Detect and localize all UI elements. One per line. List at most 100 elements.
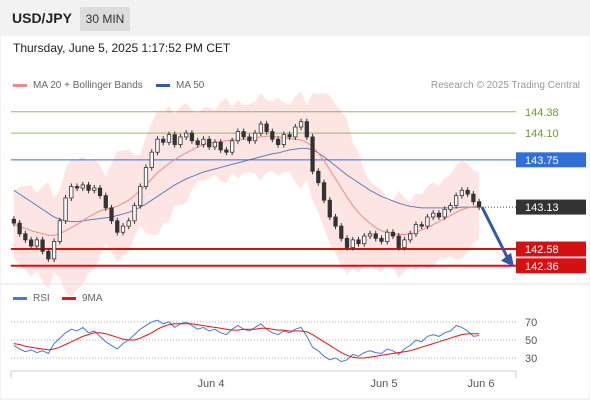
candle-body — [373, 233, 378, 239]
level-tag-142.36 — [516, 258, 586, 274]
candle-body — [155, 138, 160, 153]
candle-body — [103, 195, 108, 209]
candle-body — [86, 184, 91, 191]
candle-body — [419, 224, 424, 227]
rsi-9ma-line — [13, 323, 480, 359]
copyright-text: Research © 2025 Trading Central — [430, 80, 580, 91]
legend-ma20: MA 20 + Bollinger Bands — [13, 80, 143, 91]
candle-body — [471, 193, 476, 203]
legend-rsi-label: RSI — [33, 293, 50, 304]
rsi-tick-label: 70 — [525, 317, 537, 329]
rsi-tick-label: 30 — [525, 353, 537, 365]
candle-body — [298, 121, 304, 128]
forecast-arrow-head — [501, 252, 514, 267]
level-label-142.36: 142.36 — [525, 261, 559, 273]
candle-body — [161, 138, 166, 143]
candle-body — [23, 233, 28, 241]
timeframe-button[interactable]: 30 MIN — [80, 7, 130, 31]
candle-body — [442, 208, 447, 218]
chart-header: USD/JPY 30 MIN — [0, 0, 590, 36]
candle-body — [264, 123, 269, 132]
level-label-144.10: 144.10 — [525, 128, 559, 140]
ma50-line — [13, 147, 480, 223]
candle-body — [408, 233, 413, 241]
candle-body — [448, 205, 453, 210]
candle-body — [97, 187, 103, 197]
level-tag-143.13 — [516, 199, 586, 215]
candle-body — [385, 231, 390, 242]
ma9-swatch — [62, 296, 76, 300]
candle-body — [275, 138, 281, 145]
candle-body — [339, 225, 344, 239]
legend-9ma-label: 9MA — [82, 293, 103, 304]
chart-datetime: Thursday, June 5, 2025 1:17:52 PM CET — [13, 41, 231, 55]
candle-body — [477, 201, 482, 208]
candle-body — [293, 126, 298, 138]
legend-ma20-label: MA 20 + Bollinger Bands — [33, 80, 143, 91]
candle-body — [230, 140, 235, 153]
candle-body — [17, 222, 22, 235]
level-tag-142.58 — [516, 241, 586, 257]
candle-body — [218, 141, 223, 151]
candle-body — [46, 250, 51, 260]
candle-body — [40, 239, 45, 252]
x-tick-label: Jun 6 — [468, 378, 495, 390]
candle-body — [241, 131, 246, 138]
x-tick-label: Jun 4 — [198, 378, 225, 390]
candle-body — [126, 220, 131, 227]
candle-body — [327, 199, 332, 218]
candle-body — [252, 132, 258, 142]
candle-body — [109, 207, 114, 222]
candle-body — [120, 225, 126, 233]
candle-body — [11, 218, 16, 224]
legend-ma50-label: MA 50 — [176, 80, 205, 91]
candle-body — [270, 131, 275, 140]
candle-body — [350, 239, 355, 248]
candle-body — [28, 239, 34, 247]
candle-body — [362, 235, 367, 245]
ma20-line — [13, 135, 480, 236]
candle-body — [396, 235, 401, 248]
candle-body — [258, 123, 263, 134]
candle-body — [189, 132, 195, 142]
candle-body — [207, 138, 212, 148]
candle-body — [74, 186, 80, 189]
forecast-arrow-shaft — [480, 206, 510, 260]
level-label-144.38: 144.38 — [525, 107, 559, 119]
candle-body — [304, 121, 309, 138]
legend-rsi: RSI — [13, 293, 50, 304]
level-label-143.13: 143.13 — [525, 202, 559, 214]
candle-body — [454, 195, 459, 206]
symbol-label: USD/JPY — [12, 10, 72, 26]
candle-body — [212, 141, 218, 148]
candle-body — [132, 205, 137, 222]
legend-9ma: 9MA — [62, 293, 103, 304]
candle-body — [310, 136, 315, 172]
candle-body — [63, 197, 68, 222]
candle-body — [465, 189, 470, 195]
rsi-swatch — [13, 296, 27, 300]
candle-body — [247, 136, 252, 142]
candle-body — [413, 224, 419, 235]
candle-body — [356, 239, 361, 245]
candle-body — [333, 216, 338, 227]
candle-body — [390, 231, 396, 237]
ma50-swatch — [156, 83, 170, 87]
level-label-142.58: 142.58 — [525, 244, 559, 256]
candle-body — [281, 134, 286, 145]
candle-body — [178, 136, 183, 145]
candle-body — [321, 182, 327, 201]
candle-body — [149, 151, 154, 168]
x-tick-label: Jun 5 — [371, 378, 398, 390]
candle-body — [138, 186, 143, 206]
candle-body — [224, 149, 229, 153]
rsi-line — [13, 319, 480, 363]
candle-body — [92, 187, 97, 191]
ma20-swatch — [13, 83, 27, 87]
level-label-143.75: 143.75 — [525, 155, 559, 167]
candle-body — [436, 212, 442, 218]
candle-body — [195, 140, 200, 145]
candle-body — [184, 132, 189, 138]
